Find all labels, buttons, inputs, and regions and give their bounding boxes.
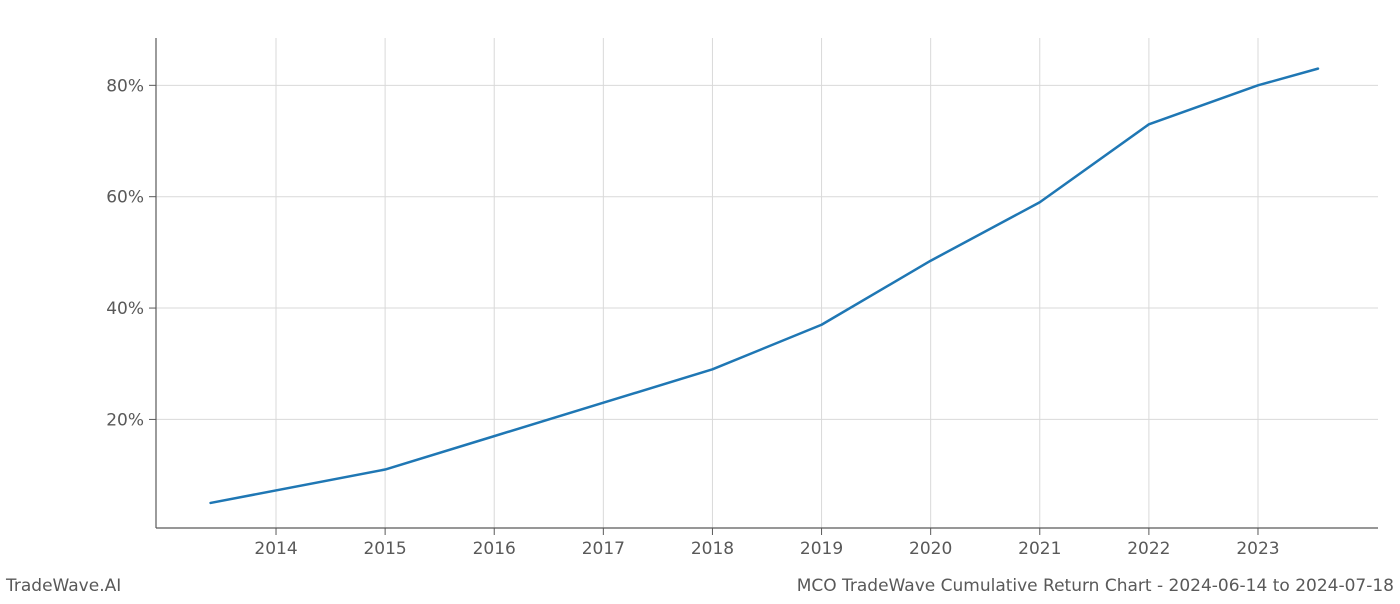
x-tick-label: 2019	[800, 539, 843, 559]
y-tick-label: 60%	[106, 188, 144, 208]
x-tick-label: 2023	[1236, 539, 1279, 559]
x-tick-label: 2014	[254, 539, 297, 559]
x-tick-label: 2016	[473, 539, 516, 559]
x-tick-label: 2020	[909, 539, 952, 559]
x-tick-label: 2022	[1127, 539, 1170, 559]
x-tick-label: 2021	[1018, 539, 1061, 559]
y-tick-label: 40%	[106, 299, 144, 319]
x-tick-label: 2017	[582, 539, 625, 559]
footer-brand: TradeWave.AI	[6, 576, 121, 596]
cumulative-return-chart: 2014 2015 2016 2017 2018 2019 2020 2021 2022 2023…	[0, 0, 1400, 600]
x-tick-label: 2015	[363, 539, 406, 559]
footer-caption: MCO TradeWave Cumulative Return Chart - …	[797, 576, 1394, 596]
y-tick-label: 20%	[106, 410, 144, 430]
x-tick-label: 2018	[691, 539, 734, 559]
y-tick-label: 80%	[106, 76, 144, 96]
